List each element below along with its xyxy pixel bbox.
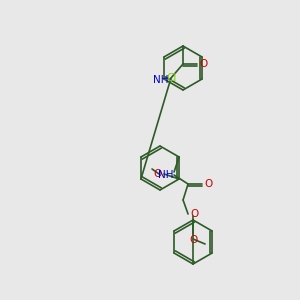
Text: O: O bbox=[189, 235, 197, 245]
Text: Cl: Cl bbox=[166, 73, 176, 83]
Text: O: O bbox=[204, 179, 212, 189]
Text: O: O bbox=[199, 59, 207, 69]
Text: NH: NH bbox=[158, 170, 173, 180]
Text: O: O bbox=[154, 169, 162, 179]
Text: NH: NH bbox=[154, 75, 169, 85]
Text: O: O bbox=[190, 209, 198, 219]
